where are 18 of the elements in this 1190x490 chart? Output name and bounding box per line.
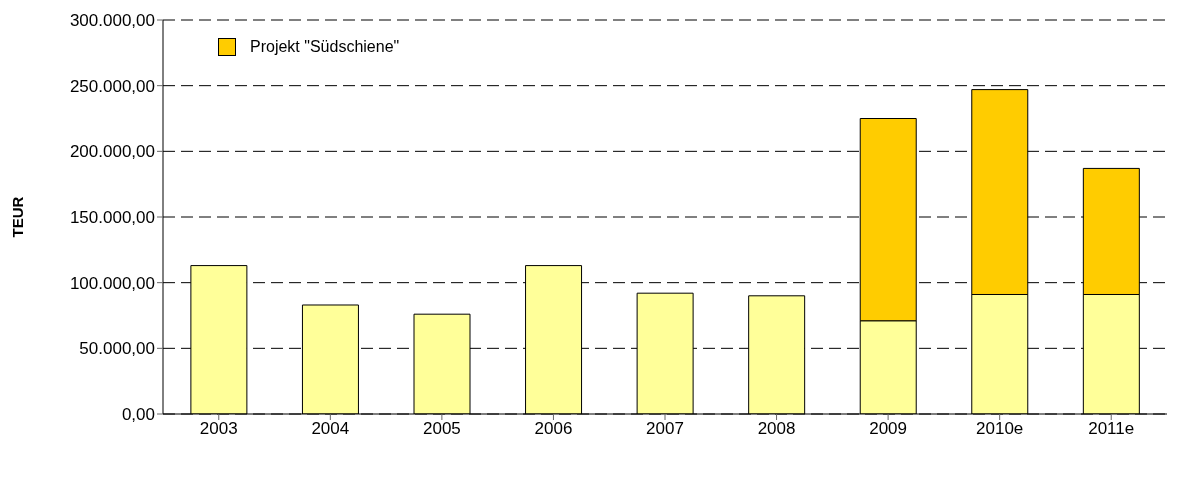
x-tick-label: 2006: [534, 419, 573, 439]
x-tick-label: 2004: [311, 419, 350, 439]
y-tick-label: 250.000,00: [69, 76, 155, 96]
legend-label: Projekt "Südschiene": [250, 38, 400, 56]
y-tick-label: 200.000,00: [69, 142, 155, 162]
x-tick-label: 2011e: [1088, 419, 1135, 439]
y-tick-label: 100.000,00: [69, 273, 155, 293]
y-tick-label: 0,00: [121, 405, 155, 425]
x-tick-label: 2008: [757, 419, 796, 439]
y-axis-title: TEUR: [9, 196, 27, 238]
y-tick-label: 50.000,00: [79, 339, 155, 359]
x-tick-label: 2007: [646, 419, 684, 439]
y-tick-label: 300.000,00: [69, 11, 155, 31]
x-tick-label: 2005: [422, 419, 461, 439]
x-tick-label: 2010e: [976, 419, 1024, 439]
x-tick-label: 2003: [199, 419, 238, 439]
x-tick-label: 2009: [869, 419, 908, 439]
y-tick-label: 150.000,00: [69, 208, 155, 228]
